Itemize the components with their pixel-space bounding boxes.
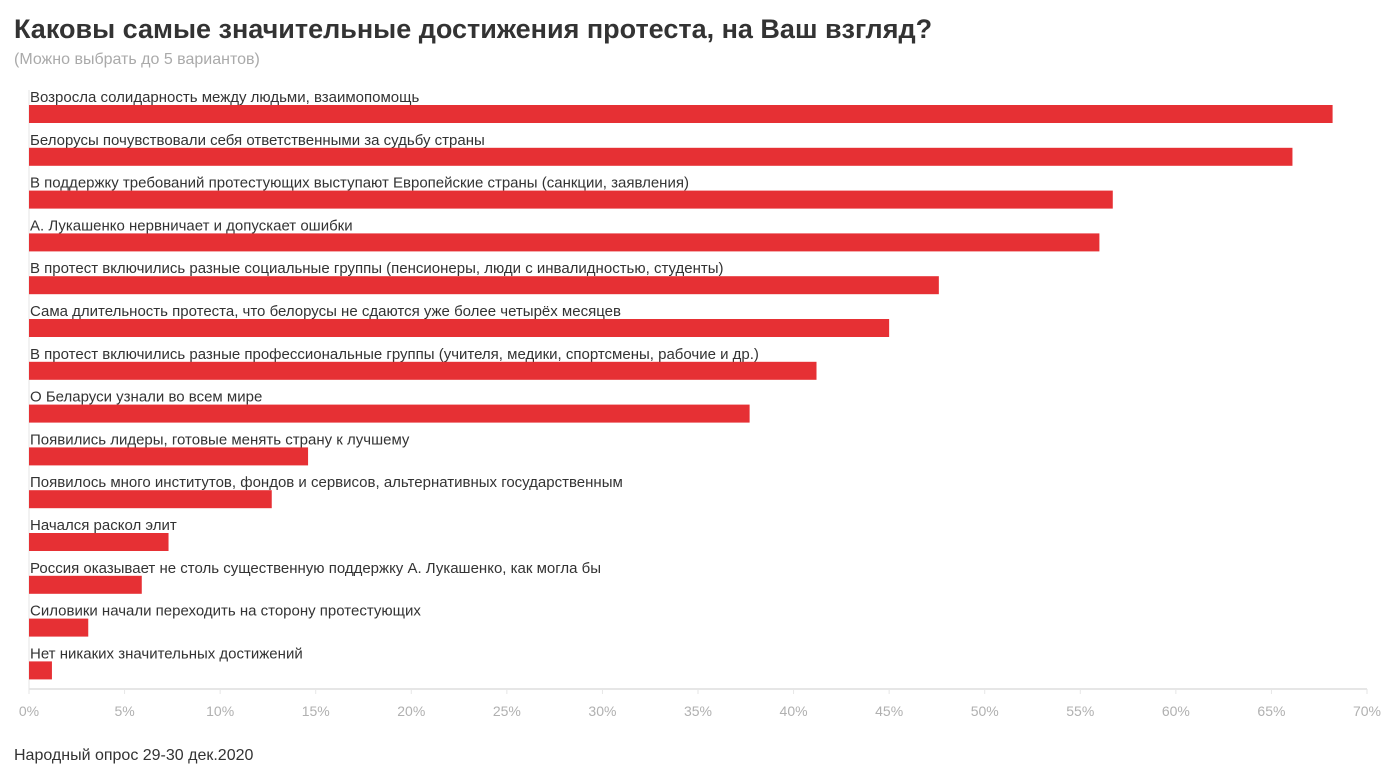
x-tick-label: 40% [780, 703, 808, 719]
chart-subtitle: (Можно выбрать до 5 вариантов) [14, 51, 260, 68]
bar [29, 319, 890, 337]
bar [29, 661, 52, 680]
category-label: Возросла солидарность между людьми, взаи… [30, 89, 419, 106]
category-label: Появились лидеры, готовые менять страну … [30, 431, 410, 448]
x-tick-label: 45% [875, 703, 903, 719]
bar [29, 105, 1333, 123]
x-tick-label: 30% [588, 703, 616, 719]
x-tick-label: 50% [971, 703, 999, 719]
category-label: Сама длительность протеста, что белорусы… [30, 303, 621, 320]
category-label: Силовики начали переходить на сторону пр… [30, 603, 421, 620]
bar [29, 361, 817, 380]
x-tick-label: 10% [206, 703, 234, 719]
chart-title: Каковы самые значительные достижения про… [14, 14, 933, 44]
bar [29, 404, 750, 423]
category-label: Нет никаких значительных достижений [30, 645, 303, 662]
category-label: В протест включились разные профессионал… [30, 346, 759, 363]
category-label: Появилось много институтов, фондов и сер… [30, 474, 623, 491]
x-tick-label: 0% [19, 703, 39, 719]
bar [29, 276, 939, 295]
bar [29, 618, 89, 637]
bar [29, 575, 142, 594]
x-tick-label: 35% [684, 703, 712, 719]
x-tick-label: 55% [1066, 703, 1094, 719]
category-label: Начался раскол элит [30, 517, 177, 534]
bar [29, 533, 169, 551]
category-label: В протест включились разные социальные г… [30, 260, 724, 277]
category-label: А. Лукашенко нервничает и допускает ошиб… [30, 217, 353, 234]
bar [29, 190, 1113, 209]
category-label: В поддержку требований протестующих выст… [30, 175, 689, 192]
bar [29, 447, 309, 466]
x-tick-label: 5% [114, 703, 134, 719]
category-label: О Беларуси узнали во всем мире [30, 389, 262, 406]
x-tick-label: 65% [1257, 703, 1285, 719]
x-tick-label: 20% [397, 703, 425, 719]
bar [29, 147, 1293, 166]
bar [29, 233, 1100, 252]
bar [29, 490, 272, 509]
source-note: Народный опрос 29-30 дек.2020 [14, 747, 254, 764]
x-tick-label: 15% [302, 703, 330, 719]
x-tick-label: 70% [1353, 703, 1381, 719]
x-tick-label: 25% [493, 703, 521, 719]
x-tick-label: 60% [1162, 703, 1190, 719]
category-label: Россия оказывает не столь существенную п… [30, 560, 601, 577]
category-label: Белорусы почувствовали себя ответственны… [30, 132, 485, 149]
